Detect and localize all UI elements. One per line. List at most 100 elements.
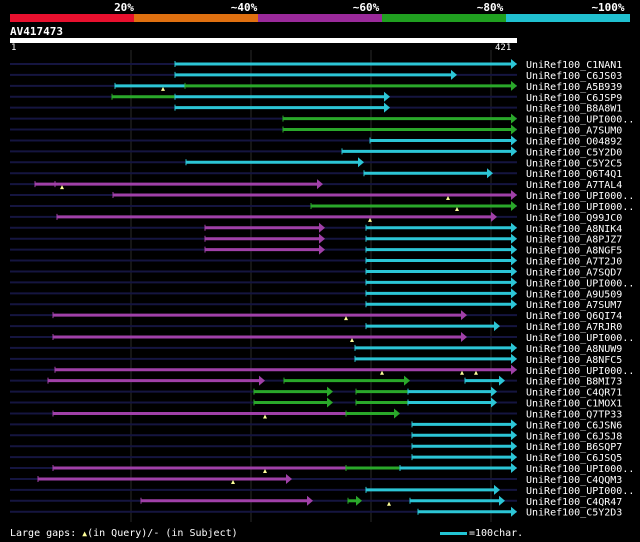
hit-arrowhead: [317, 179, 323, 190]
hit-arrowhead: [384, 102, 390, 113]
hit-arrowhead: [404, 375, 410, 386]
hit-name: UniRef100_Q6QI74: [526, 311, 622, 322]
hit-name: UniRef100_UPI000..: [526, 486, 634, 497]
hit-arrowhead: [491, 386, 497, 397]
hit-name: UniRef100_A7SUM0: [526, 126, 622, 137]
hit-name: UniRef100_C6JSP9: [526, 93, 622, 104]
hit-arrowhead: [327, 397, 333, 408]
legend-segment: [506, 14, 630, 22]
hit-arrowhead: [511, 419, 517, 430]
percent-label: ~100%: [591, 1, 625, 14]
hit-arrowhead: [511, 506, 517, 517]
hit-arrowhead: [511, 113, 517, 124]
hit-arrowhead: [494, 484, 500, 495]
hit-name: UniRef100_A9U509: [526, 289, 622, 300]
hit-arrowhead: [259, 375, 265, 386]
hit-arrowhead: [451, 69, 457, 80]
hit-arrowhead: [358, 157, 364, 168]
hit-arrowhead: [511, 277, 517, 288]
hit-arrowhead: [511, 244, 517, 255]
hit-name: UniRef100_UPI000..: [526, 115, 634, 126]
hit-arrowhead: [511, 233, 517, 244]
hit-name: UniRef100_UPI000..: [526, 278, 634, 289]
hit-arrowhead: [511, 135, 517, 146]
hit-name: UniRef100_A7RJR0: [526, 322, 622, 333]
hit-name: UniRef100_A8NGF5: [526, 246, 622, 257]
hit-name: UniRef100_A7SUM7: [526, 300, 622, 311]
in-query-label: (in Query)/: [87, 528, 154, 539]
hit-name: UniRef100_B8MI73: [526, 377, 622, 388]
hit-arrowhead: [511, 430, 517, 441]
hit-arrowhead: [286, 473, 292, 484]
query-start: 1: [11, 43, 17, 53]
hit-arrowhead: [319, 233, 325, 244]
scale-legend: =100char.: [440, 528, 523, 539]
hit-arrowhead: [319, 222, 325, 233]
hit-arrowhead: [511, 200, 517, 211]
gap-marker: [380, 370, 384, 375]
hit-arrowhead: [511, 299, 517, 310]
hit-arrowhead: [511, 364, 517, 375]
gap-marker: [446, 196, 450, 201]
hit-name: UniRef100_A8PJZ7: [526, 235, 622, 246]
hit-name: UniRef100_C5Y2D0: [526, 147, 622, 158]
hit-arrowhead: [491, 397, 497, 408]
gap-marker: [60, 185, 64, 190]
hit-arrowhead: [511, 124, 517, 135]
hit-name: UniRef100_C5Y2C5: [526, 158, 622, 169]
hit-name: UniRef100_A7SQD7: [526, 267, 622, 278]
hit-name: UniRef100_C4QR71: [526, 388, 622, 399]
hit-arrowhead: [511, 452, 517, 463]
gap-marker: [263, 414, 267, 419]
gap-marker: [161, 86, 165, 91]
hit-arrowhead: [487, 168, 493, 179]
legend-segment: [382, 14, 506, 22]
gap-marker: [368, 217, 372, 222]
hit-arrowhead: [511, 59, 517, 69]
legend-segment: [10, 14, 134, 22]
query-name: AV417473: [10, 25, 63, 38]
hit-arrowhead: [491, 211, 497, 222]
hit-name: UniRef100_UPI000..: [526, 464, 634, 475]
hit-arrowhead: [307, 495, 313, 506]
identity-legend-bar: [10, 14, 630, 22]
hit-name: UniRef100_C1NAN1: [526, 60, 622, 71]
scale-label: =100char.: [469, 528, 524, 539]
percent-labels: 20% ~40% ~60% ~80% ~100%: [0, 0, 640, 14]
hit-name: UniRef100_Q7TP33: [526, 409, 622, 420]
hit-name: UniRef100_A8NIK4: [526, 224, 622, 235]
hit-arrowhead: [494, 321, 500, 332]
gap-marker: [455, 206, 459, 211]
hit-name: UniRef100_A8NUW9: [526, 344, 622, 355]
query-end: 421: [495, 43, 512, 53]
hit-name: UniRef100_A7T2J0: [526, 257, 622, 268]
hit-name: UniRef100_C4QR47: [526, 497, 622, 508]
hit-name: UniRef100_B8A8W1: [526, 104, 622, 115]
hit-name: UniRef100_A8NFC5: [526, 355, 622, 366]
in-subject-label: (in Subject): [159, 528, 238, 539]
hit-name: UniRef100_C1MOX1: [526, 399, 622, 410]
gap-marker: [350, 338, 354, 342]
gap-triangle-icon: ▲: [82, 529, 88, 538]
gap-marker: [474, 370, 478, 375]
gap-marker: [344, 316, 348, 321]
percent-label: ~40%: [230, 1, 258, 14]
hit-arrowhead: [511, 342, 517, 353]
hit-name: UniRef100_B6SQP7: [526, 442, 622, 453]
hit-name: UniRef100_UPI000..: [526, 202, 634, 213]
percent-label: ~80%: [476, 1, 504, 14]
hit-name: UniRef100_Q99JC0: [526, 213, 622, 224]
hit-arrowhead: [511, 146, 517, 157]
hit-arrowhead: [356, 495, 362, 506]
hit-name: UniRef100_C6JSJ8: [526, 431, 622, 442]
hit-name: UniRef100_UPI000..: [526, 191, 634, 202]
gaps-label: Large gaps:: [10, 528, 77, 539]
hit-arrowhead: [499, 375, 505, 386]
query-bar: [10, 38, 517, 43]
hit-name: UniRef100_Q6T4Q1: [526, 169, 622, 180]
hit-arrowhead: [511, 266, 517, 277]
hit-arrowhead: [511, 80, 517, 91]
gap-dash-icon: -: [153, 528, 160, 539]
hit-arrowhead: [461, 310, 467, 321]
